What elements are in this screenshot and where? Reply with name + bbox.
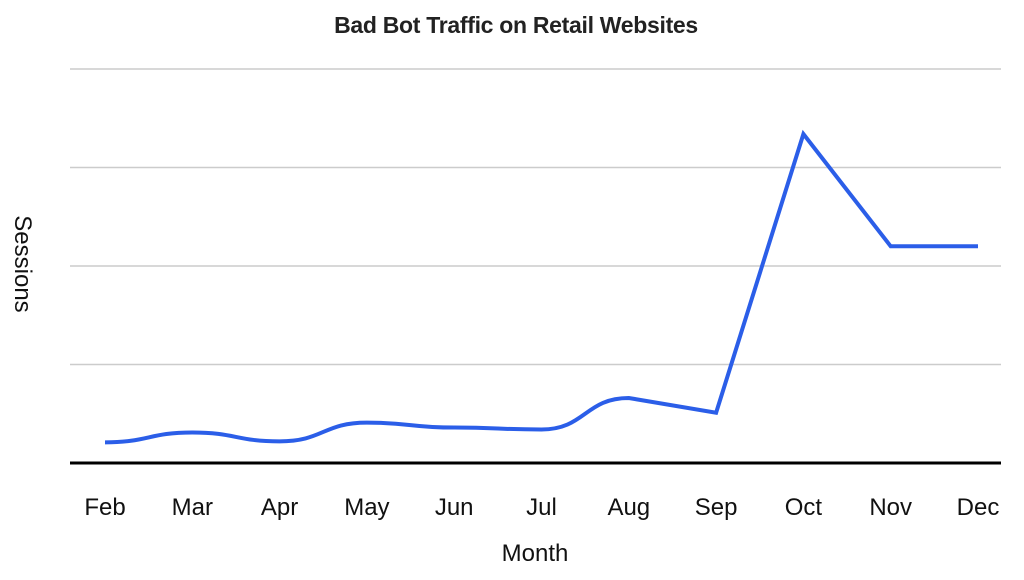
x-tick-label: Dec xyxy=(956,494,1000,521)
sessions-series-line xyxy=(104,129,978,445)
x-tick-label: Jun xyxy=(434,494,474,521)
x-tick-label: Feb xyxy=(84,494,126,521)
gridlines xyxy=(70,68,1001,366)
x-tick-label: Jul xyxy=(526,494,557,521)
x-tick-label: Apr xyxy=(260,494,299,521)
x-tick-label: Sep xyxy=(694,494,738,521)
x-tick-label: Mar xyxy=(171,494,213,521)
chart-title: Bad Bot Traffic on Retail Websites xyxy=(334,12,698,38)
x-tick-label: Oct xyxy=(784,494,823,521)
y-axis-label: Sessions xyxy=(9,215,36,313)
x-axis-label: Month xyxy=(501,540,569,567)
x-tick-label: Nov xyxy=(869,494,913,521)
x-tick-label: Aug xyxy=(607,494,651,521)
x-tick-label: May xyxy=(344,494,390,521)
